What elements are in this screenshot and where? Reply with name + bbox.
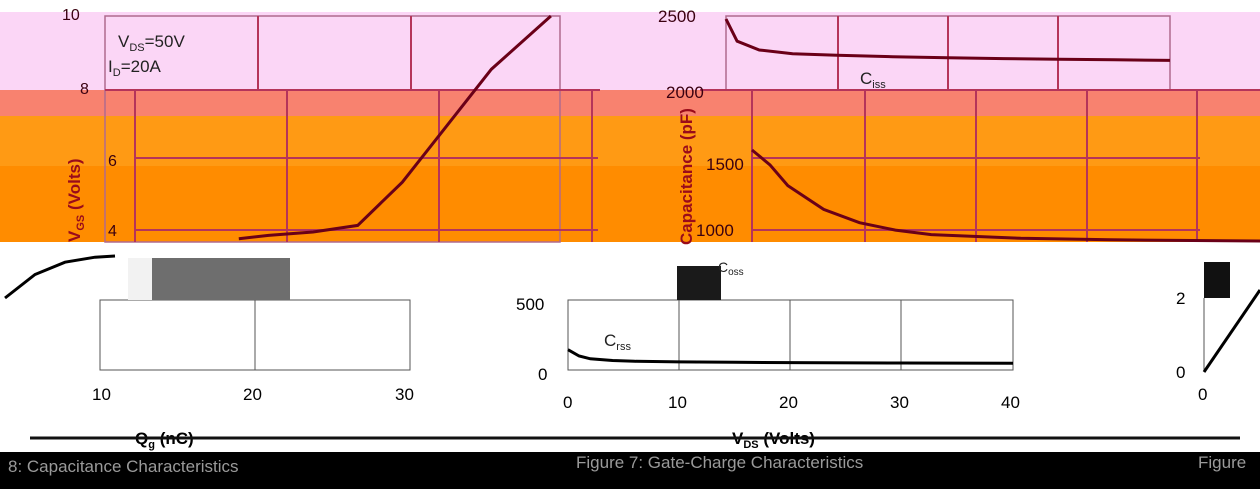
cap-ytick-1000: 1000: [696, 221, 734, 240]
gate-ytick-4: 4: [108, 223, 117, 240]
gate-lower-gray-block: [152, 258, 290, 300]
gate-xtick-10: 10: [92, 385, 111, 404]
cap-coss-curve: [751, 148, 1260, 243]
cap-y-axis-label: Capacitance (pF): [677, 108, 696, 245]
caption-strip: [0, 452, 1260, 489]
gate-x-axis-label: Qg (nC): [135, 429, 194, 451]
gate-charge-grid: [105, 16, 600, 242]
gate-conditions-id: ID=20A: [108, 57, 162, 79]
cap-ytick-1500: 1500: [706, 155, 744, 174]
gate-ytick-10: 10: [62, 7, 80, 24]
gate-conditions-vds: VDS=50V: [118, 32, 185, 54]
gate-charge-curve: [238, 14, 552, 241]
cap-label-ciss: Ciss: [860, 69, 886, 91]
cap-label-coss: Coss: [718, 259, 744, 278]
cap-label-crss: Crss: [604, 331, 631, 353]
band-salmon: [0, 90, 1260, 116]
third-ytick-2: 2: [1176, 289, 1185, 308]
cap-xtick-0: 0: [563, 393, 572, 412]
gate-charge-chart: 10 8 6 4 VDS=50V ID=20A VGS (Volts): [4, 7, 600, 300]
capacitance-lower-panel: Coss Crss 500 0 0 10 20 30 40 VDS (Volts…: [516, 259, 1020, 451]
third-chart-fragment: 2 0 0: [1176, 262, 1260, 404]
third-ytick-0: 0: [1176, 363, 1185, 382]
cap-ciss-curve: [724, 18, 1171, 62]
gate-charge-lower-panel: 10 20 30 Qg (nC): [92, 258, 414, 451]
cap-xtick-20: 20: [779, 393, 798, 412]
gate-xtick-20: 20: [243, 385, 262, 404]
caption-center: Figure 7: Gate-Charge Characteristics: [576, 453, 863, 472]
third-chart-curve: [1202, 289, 1260, 373]
caption-right: Figure: [1198, 453, 1246, 472]
gate-lower-light-block: [128, 258, 152, 300]
cap-ytick-2500: 2500: [658, 7, 696, 26]
caption-left: 8: Capacitance Characteristics: [8, 457, 239, 476]
gate-xtick-30: 30: [395, 385, 414, 404]
cap-ytick-0: 0: [538, 365, 547, 384]
capacitance-chart: 2500 2000 1500 1000 Ciss Capacitance (pF…: [658, 7, 1260, 245]
gate-ytick-8: 8: [80, 81, 89, 98]
cap-ytick-500: 500: [516, 295, 544, 314]
gate-ytick-6: 6: [108, 153, 117, 170]
third-xtick-0: 0: [1198, 385, 1207, 404]
band-pink: [0, 12, 1260, 90]
cap-lower-black-block: [677, 266, 721, 300]
gate-charge-plot-frame: [104, 15, 561, 243]
gate-y-axis-label: VGS (Volts): [65, 158, 87, 242]
cap-xtick-30: 30: [890, 393, 909, 412]
cap-upper-grid: [700, 16, 1260, 242]
third-chart-black-block: [1204, 262, 1230, 298]
cap-xtick-10: 10: [668, 393, 687, 412]
cap-ytick-2000: 2000: [666, 83, 704, 102]
gate-charge-lower-curve: [4, 254, 116, 300]
band-layer: [0, 12, 1260, 242]
cap-crss-curve: [567, 348, 1014, 365]
cap-xtick-40: 40: [1001, 393, 1020, 412]
cap-x-axis-label: VDS (Volts): [732, 429, 815, 451]
